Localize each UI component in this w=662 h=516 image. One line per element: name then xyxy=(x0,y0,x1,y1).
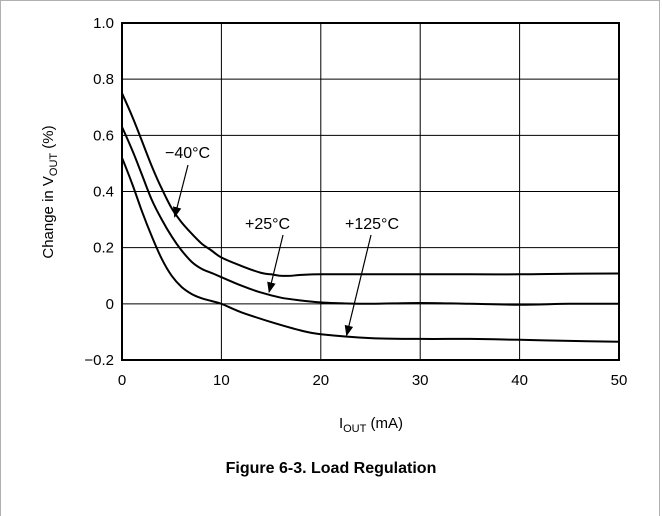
y-tick-label: 0.8 xyxy=(93,71,114,88)
y-tick-label: 1.0 xyxy=(93,15,114,32)
series-group xyxy=(121,92,620,343)
x-tick-label: 0 xyxy=(118,372,126,389)
leader-arrow xyxy=(344,234,372,337)
y-axis-label: Change in VOUT (%) xyxy=(40,125,60,258)
series-line-plus125c xyxy=(121,157,620,343)
leader-arrow xyxy=(267,234,284,294)
grid xyxy=(121,22,620,361)
annotations: −40°C +25°C +125°C xyxy=(165,145,399,337)
leader-arrow xyxy=(172,164,189,218)
y-tick-label: 0 xyxy=(106,296,114,313)
x-tick-label: 40 xyxy=(511,372,528,389)
load-regulation-chart: −40°C +25°C +125°C 0 10 20 30 40 50 1.0 0.8 0.6 0.4… xyxy=(40,15,627,435)
x-tick-label: 30 xyxy=(412,372,429,389)
tick-labels: 0 10 20 30 40 501.00.80.60.40.20−0.2 xyxy=(84,15,627,389)
y-tick-label: 0.4 xyxy=(93,184,114,201)
x-tick-label: 10 xyxy=(213,372,230,389)
series-line-plus25c xyxy=(121,126,620,306)
x-axis-label: IOUT (mA) xyxy=(339,415,403,435)
plot-border xyxy=(121,22,620,361)
x-tick-label: 50 xyxy=(611,372,628,389)
series-label-minus40c: −40°C xyxy=(165,145,210,162)
series-line-minus40c xyxy=(121,92,620,277)
y-tick-label: 0.6 xyxy=(93,127,114,144)
y-tick-label: −0.2 xyxy=(84,352,114,369)
series-label-plus125c: +125°C xyxy=(345,216,399,233)
y-tick-label: 0.2 xyxy=(93,240,114,257)
x-tick-label: 20 xyxy=(312,372,329,389)
figure-caption: Figure 6-3. Load Regulation xyxy=(225,460,437,477)
series-label-plus25c: +25°C xyxy=(245,216,290,233)
